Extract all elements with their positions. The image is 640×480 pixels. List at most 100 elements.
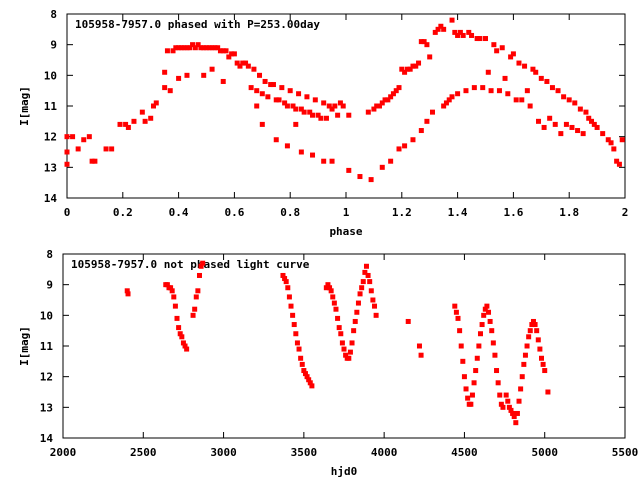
data-point — [594, 124, 600, 130]
data-point — [226, 54, 232, 60]
y-tick-label: 14 — [44, 192, 58, 205]
data-point — [424, 118, 430, 124]
data-point — [410, 63, 416, 69]
data-points — [124, 260, 551, 426]
data-point — [290, 103, 296, 109]
data-point — [503, 392, 509, 398]
data-point — [545, 389, 551, 395]
data-point — [276, 97, 282, 103]
data-point — [474, 355, 480, 361]
data-point — [508, 407, 514, 413]
data-point — [541, 124, 547, 130]
data-point — [495, 380, 501, 386]
y-tick-label: 9 — [46, 279, 53, 292]
data-point — [494, 48, 500, 54]
data-point — [471, 85, 477, 91]
data-point — [537, 346, 543, 352]
data-point — [346, 112, 352, 118]
y-tick-label: 11 — [44, 100, 58, 113]
y-axis-label: I[mag] — [18, 86, 31, 126]
data-point — [196, 272, 202, 278]
data-point — [449, 17, 455, 23]
data-point — [341, 346, 347, 352]
data-point — [441, 103, 447, 109]
data-point — [171, 294, 177, 300]
data-point — [257, 72, 263, 78]
data-point — [355, 300, 361, 306]
data-point — [170, 48, 176, 54]
data-point — [455, 315, 461, 321]
data-point — [522, 63, 528, 69]
data-point — [484, 303, 490, 309]
data-point — [287, 88, 293, 94]
data-point — [365, 109, 371, 115]
data-point — [533, 69, 539, 75]
data-point — [332, 103, 338, 109]
data-point — [182, 343, 188, 349]
x-tick-label: 2500 — [130, 446, 157, 459]
data-point — [580, 131, 586, 137]
data-point — [505, 398, 511, 404]
data-point — [438, 23, 444, 29]
data-point — [240, 60, 246, 66]
data-point — [485, 69, 491, 75]
data-point — [535, 337, 541, 343]
y-tick-label: 14 — [40, 432, 54, 445]
data-point — [413, 63, 419, 69]
data-point — [301, 368, 307, 374]
data-point — [351, 328, 357, 334]
data-point — [524, 343, 530, 349]
data-point — [254, 88, 260, 94]
data-point — [125, 124, 131, 130]
data-point — [209, 66, 215, 72]
data-point — [92, 158, 98, 164]
data-point — [552, 121, 558, 127]
data-point — [223, 48, 229, 54]
data-point — [362, 269, 368, 275]
data-point — [549, 85, 555, 91]
data-point — [349, 340, 355, 346]
data-point — [458, 343, 464, 349]
data-point — [328, 288, 334, 294]
data-point — [443, 100, 449, 106]
data-point — [220, 48, 226, 54]
data-point — [153, 100, 159, 106]
data-point — [245, 63, 251, 69]
y-tick-label: 8 — [46, 248, 53, 261]
data-point — [368, 288, 374, 294]
data-point — [307, 380, 313, 386]
data-point — [402, 69, 408, 75]
data-point — [373, 312, 379, 318]
data-point — [243, 60, 249, 66]
data-point — [75, 146, 81, 152]
data-point — [131, 118, 137, 124]
data-point — [404, 66, 410, 72]
data-point — [192, 45, 198, 51]
data-point — [174, 315, 180, 321]
y-tick-label: 11 — [40, 340, 54, 353]
data-point — [536, 118, 542, 124]
y-tick-label: 13 — [40, 401, 53, 414]
data-point — [516, 398, 522, 404]
x-tick-label: 0 — [64, 206, 71, 219]
data-point — [372, 303, 378, 309]
data-point — [477, 331, 483, 337]
chart-title: 105958-7957.0 phased with P=253.00day — [75, 18, 320, 31]
data-point — [532, 322, 538, 328]
data-point — [172, 303, 178, 309]
data-point — [339, 340, 345, 346]
data-point — [477, 36, 483, 42]
data-point — [273, 97, 279, 103]
data-point — [619, 137, 625, 143]
data-point — [473, 368, 479, 374]
data-point — [251, 66, 257, 72]
data-point — [460, 32, 466, 38]
data-point — [346, 355, 352, 361]
data-point — [370, 297, 376, 303]
data-points — [64, 17, 625, 183]
data-point — [455, 91, 461, 97]
data-point — [359, 285, 365, 291]
data-point — [231, 51, 237, 57]
data-point — [284, 103, 290, 109]
data-point — [468, 401, 474, 407]
